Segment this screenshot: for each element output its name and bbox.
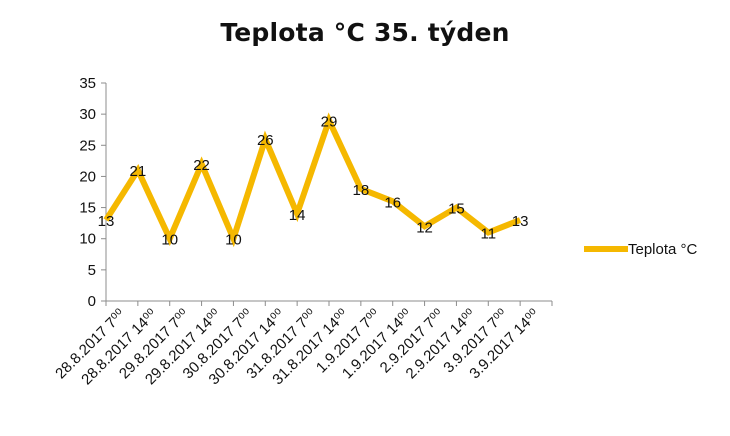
data-label: 15: [448, 201, 465, 218]
data-label: 12: [416, 219, 433, 236]
legend-label: Teplota °C: [628, 241, 698, 258]
data-label: 13: [512, 213, 529, 230]
y-tick-label: 30: [79, 106, 96, 123]
data-label: 29: [321, 113, 338, 130]
y-tick-label: 5: [88, 262, 96, 279]
data-label: 10: [161, 232, 178, 249]
data-label: 10: [225, 232, 242, 249]
y-tick-label: 0: [88, 293, 96, 310]
data-label: 21: [130, 163, 147, 180]
y-tick-label: 25: [79, 137, 96, 154]
y-tick-label: 15: [79, 200, 96, 217]
chart-title: Teplota °C 35. týden: [220, 18, 510, 47]
series-line: [103, 112, 522, 248]
data-label: 13: [98, 213, 115, 230]
y-tick-label: 35: [79, 75, 96, 92]
data-label: 22: [193, 157, 210, 174]
data-label: 16: [384, 194, 401, 211]
data-label: 14: [289, 207, 306, 224]
y-tick-label: 10: [79, 231, 96, 248]
data-label: 11: [480, 225, 496, 242]
y-tick-label: 20: [79, 168, 96, 185]
data-label: 18: [353, 182, 370, 199]
data-label: 26: [257, 132, 274, 149]
